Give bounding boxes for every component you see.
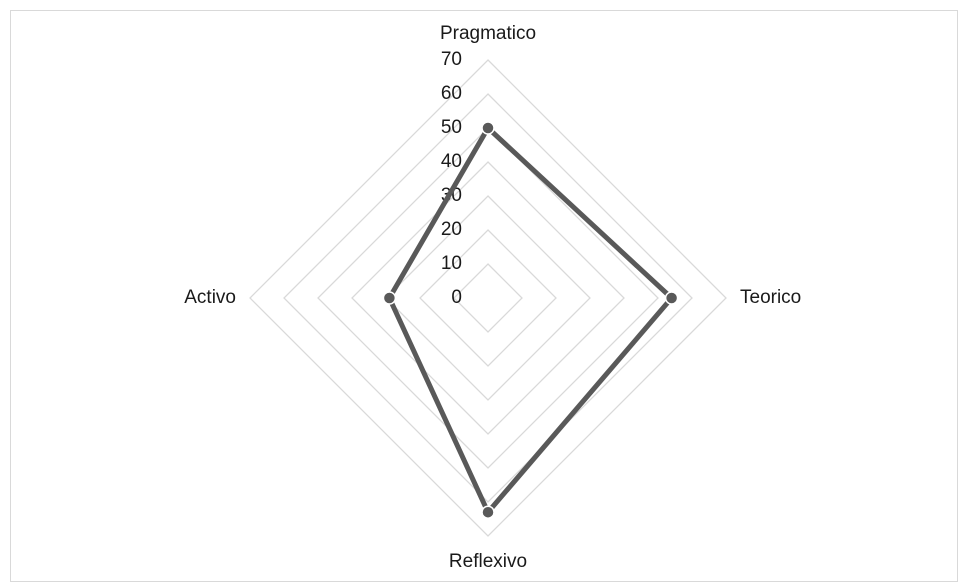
category-label: Pragmatico xyxy=(440,23,536,44)
grid-ring xyxy=(351,161,625,435)
grid-ring xyxy=(283,93,693,503)
r-tick-label: 60 xyxy=(441,83,462,104)
grid-ring xyxy=(419,229,557,367)
grid-ring xyxy=(453,263,523,333)
r-tick-label: 20 xyxy=(441,219,462,240)
category-label: Reflexivo xyxy=(449,551,527,572)
grid-ring xyxy=(317,127,659,469)
data-point xyxy=(481,505,495,519)
grid-ring xyxy=(249,59,727,537)
r-tick-label: 50 xyxy=(441,117,462,138)
data-point xyxy=(481,121,495,135)
data-point xyxy=(382,291,397,305)
r-tick-label: 0 xyxy=(451,287,462,308)
grid-ring xyxy=(385,195,591,401)
category-label: Activo xyxy=(184,287,236,308)
category-label: Teorico xyxy=(740,287,801,308)
r-tick-label: 10 xyxy=(441,253,462,274)
chart-frame xyxy=(10,10,958,582)
r-tick-label: 40 xyxy=(441,151,462,172)
data-point xyxy=(664,291,679,305)
r-tick-label: 70 xyxy=(441,49,462,70)
